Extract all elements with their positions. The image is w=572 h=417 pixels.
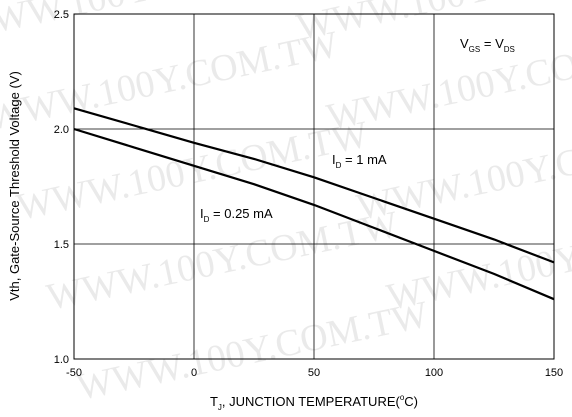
x-axis: -50 0 50 100 150 <box>66 367 563 379</box>
y-tick-label: 2.5 <box>54 9 69 21</box>
condition-annotation: VGS = VDS <box>460 36 515 54</box>
x-tick-label: -50 <box>66 367 82 379</box>
watermark-text: WWW.100Y.COM.TW <box>0 23 342 139</box>
x-tick-label: 150 <box>545 367 563 379</box>
series-label-id-1ma: ID = 1 mA <box>332 152 387 170</box>
series-line-id-1ma <box>73 107 555 264</box>
plot-frame <box>73 13 555 360</box>
x-tick-label: 100 <box>425 367 443 379</box>
y-tick-label: 2.0 <box>54 124 69 136</box>
x-axis-title: TJ, JUNCTION TEMPERATURE(oC) <box>210 393 418 412</box>
y-axis: 1.0 1.5 2.0 2.5 <box>54 9 69 366</box>
series-lines <box>73 107 555 301</box>
series-label-id-025ma: ID = 0.25 mA <box>200 206 273 224</box>
y-tick-label: 1.5 <box>54 239 69 251</box>
y-tick-label: 1.0 <box>54 354 69 366</box>
x-tick-label: 0 <box>191 367 197 379</box>
x-tick-label: 50 <box>308 367 320 379</box>
y-axis-title: Vth, Gate-Source Threshold Voltage (V) <box>7 71 22 301</box>
series-line-id-025ma <box>73 127 555 301</box>
watermark-text: WWW.100Y.COM.TW <box>73 293 432 409</box>
